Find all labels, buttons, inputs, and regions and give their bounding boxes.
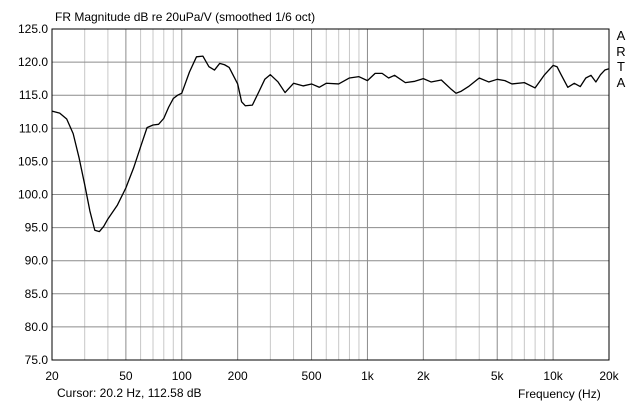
x-tick-label: 200 [228, 369, 248, 383]
x-axis-tick-labels: 20 50 100 200 500 1k 2k 5k 10k 20k [45, 369, 619, 383]
chart-title: FR Magnitude dB re 20uPa/V (smoothed 1/6… [55, 10, 316, 24]
y-tick-label: 75.0 [25, 353, 49, 367]
x-tick-label: 20 [45, 369, 59, 383]
y-tick-label: 95.0 [25, 221, 49, 235]
y-tick-label: 120.0 [18, 55, 48, 69]
x-tick-label: 50 [119, 369, 133, 383]
y-tick-label: 110.0 [19, 121, 48, 135]
y-tick-label: 90.0 [25, 254, 49, 268]
logo-letter-a1: A [616, 28, 626, 43]
y-tick-label: 125.0 [18, 22, 48, 36]
x-tick-label: 2k [417, 369, 431, 383]
x-tick-label: 100 [172, 369, 192, 383]
x-tick-label: 500 [302, 369, 322, 383]
cursor-readout: Cursor: 20.2 Hz, 112.58 dB [57, 386, 202, 400]
y-tick-label: 115.0 [19, 88, 48, 102]
x-tick-label: 1k [361, 369, 375, 383]
arta-logo: A R T A [613, 28, 629, 90]
x-tick-label: 10k [543, 369, 563, 383]
series-layer [51, 55, 610, 233]
y-tick-label: 100.0 [18, 188, 48, 202]
plot-frame [51, 28, 610, 361]
y-tick-label: 85.0 [25, 287, 49, 301]
y-tick-label: 80.0 [25, 320, 49, 334]
y-axis-tick-labels: 125.0 120.0 115.0 110.0 105.0 100.0 95.0 90.0 85… [18, 22, 48, 367]
x-axis-label: Frequency (Hz) [518, 387, 601, 401]
logo-letter-r: R [616, 43, 626, 59]
logo-letter-t: T [617, 59, 625, 74]
x-tick-label: 5k [491, 369, 505, 383]
y-tick-label: 105.0 [18, 154, 48, 168]
x-tick-label: 20k [599, 369, 619, 383]
series-line [51, 55, 610, 233]
logo-letter-a2: A [616, 74, 626, 90]
major-gridlines [52, 29, 609, 360]
